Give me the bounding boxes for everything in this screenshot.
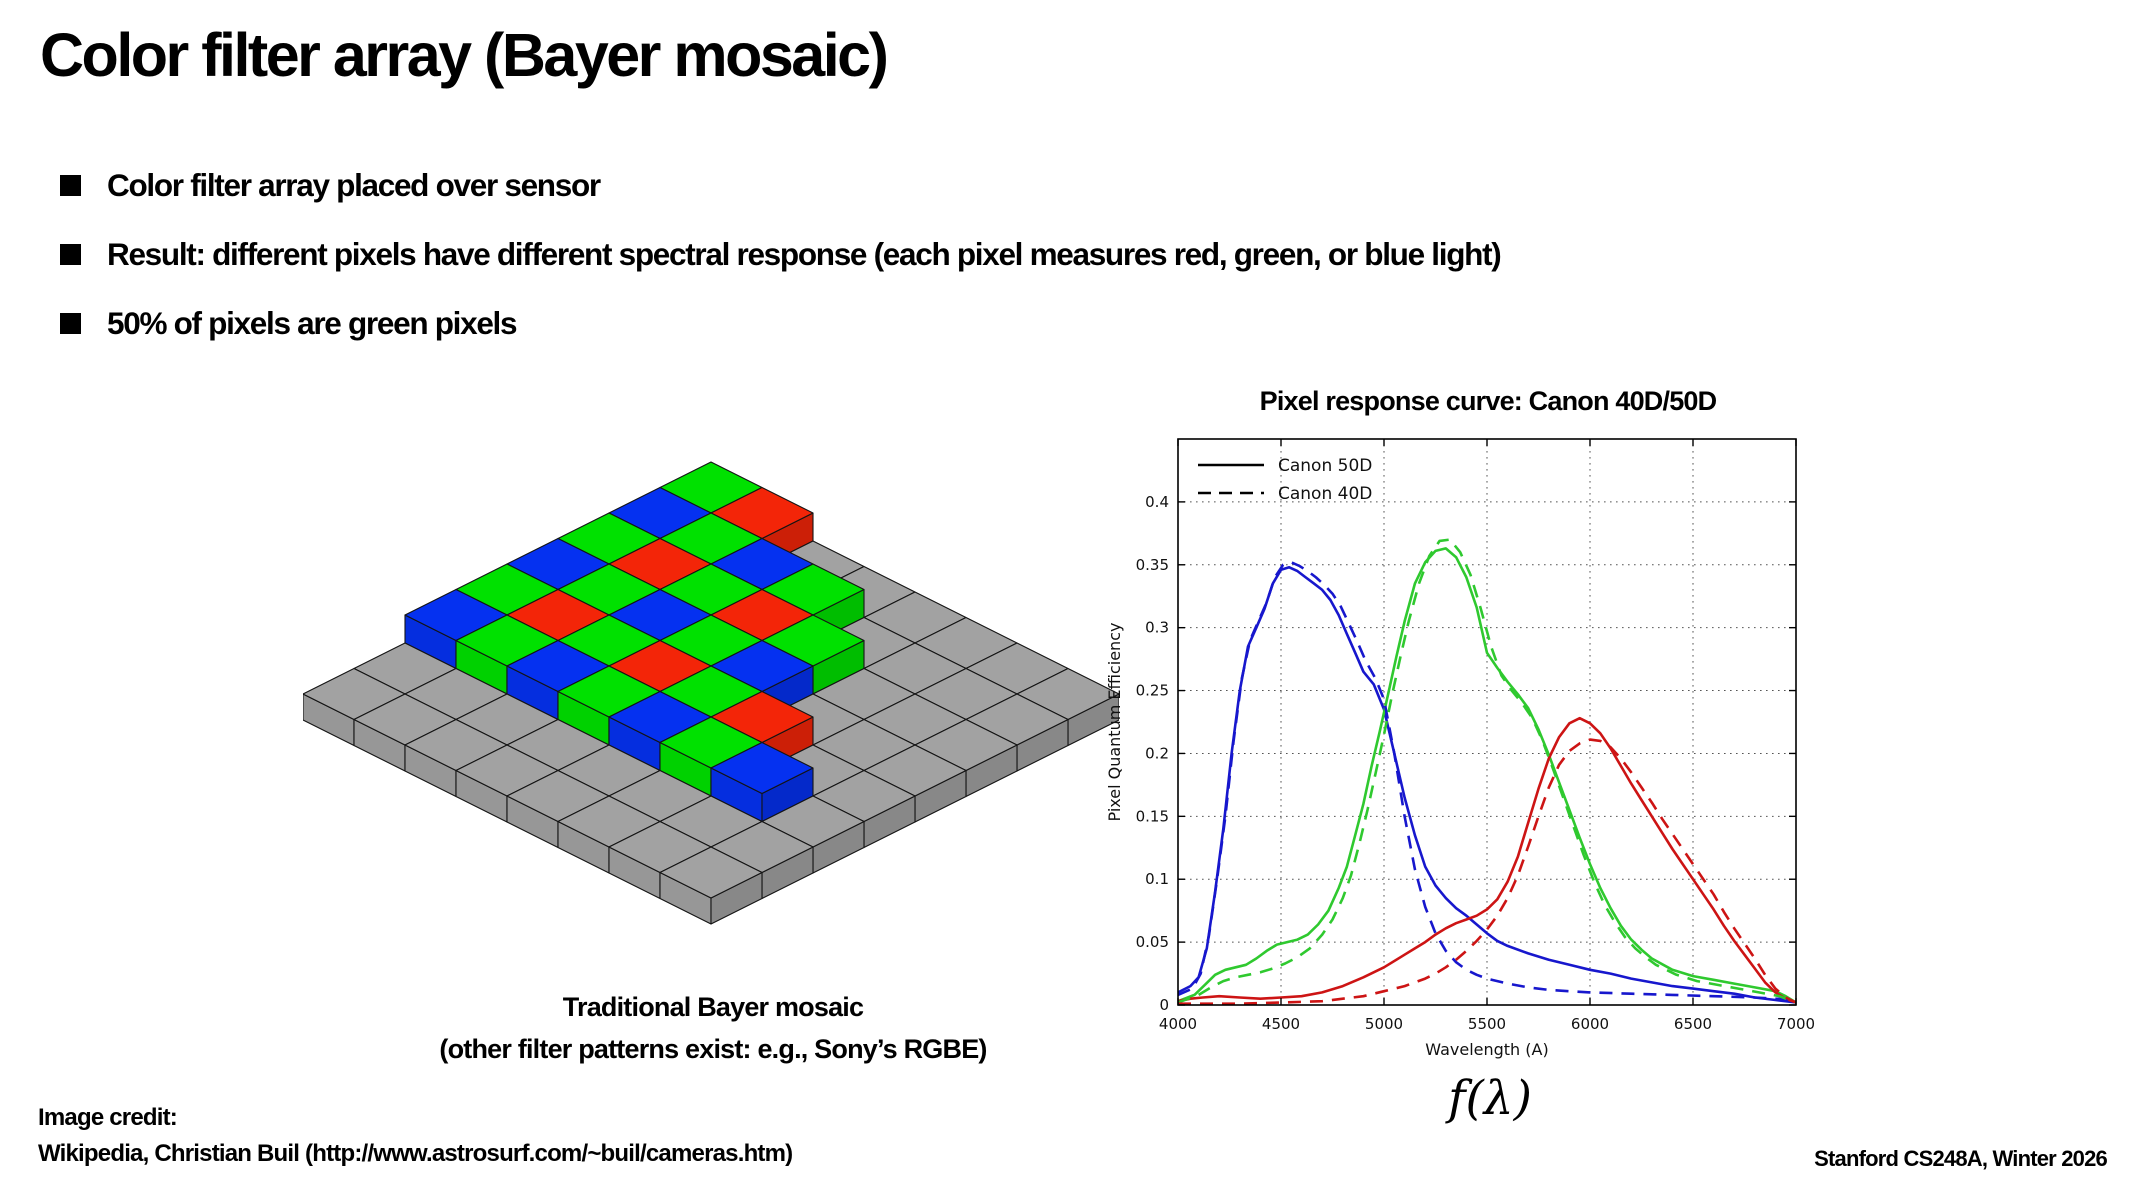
y-tick-label: 0.25 (1136, 682, 1169, 700)
x-tick-label: 6500 (1674, 1015, 1712, 1033)
page-title: Color filter array (Bayer mosaic) (40, 21, 889, 89)
x-tick-label: 5000 (1365, 1015, 1403, 1033)
y-tick-label: 0.4 (1145, 493, 1169, 511)
sensor-cube-top-face (659, 846, 763, 899)
y-tick-label: 0.2 (1145, 744, 1169, 762)
bullet-list: Color filter array placed over sensor Re… (60, 160, 1570, 367)
bayer-mosaic-isometric-image (302, 461, 1120, 925)
image-credit: Image credit: Wikipedia, Christian Buil … (38, 1100, 793, 1172)
response-chart-block: Pixel response curve: Canon 40D/50D 4000… (1098, 386, 1848, 1126)
bullet-item: 50% of pixels are green pixels (60, 298, 1570, 348)
response-chart-plot: 4000 4500 5000 5500 6000 6500 7000 0 0.05 0.1 0.15… (1105, 438, 1815, 1059)
x-tick-label: 5500 (1468, 1015, 1506, 1033)
bullet-square-icon (60, 175, 81, 196)
curve-green-pixel-canon-40d (1177, 538, 1797, 1004)
chart-title: Pixel response curve: Canon 40D/50D (1259, 386, 1718, 416)
y-axis-label: Pixel Quantum Efficiency (1105, 623, 1124, 822)
bullet-item: Result: different pixels have different … (60, 229, 1570, 279)
y-tick-label: 0.3 (1145, 619, 1169, 637)
figure-caption-line1: Traditional Bayer mosaic (562, 992, 864, 1022)
y-tick-label: 0 (1159, 996, 1169, 1014)
x-tick-label: 4500 (1262, 1015, 1300, 1033)
curve-red-pixel-canon-50d (1177, 716, 1797, 1004)
bullet-square-icon (60, 313, 81, 334)
y-tick-label: 0.15 (1136, 807, 1169, 825)
y-tick-label: 0.1 (1145, 870, 1169, 888)
x-tick-label: 4000 (1159, 1015, 1197, 1033)
legend-label: Canon 40D (1278, 484, 1372, 504)
figure-caption-line2: (other filter patterns exist: e.g., Sony… (439, 1034, 987, 1064)
bullet-text: Color filter array placed over sensor (107, 167, 601, 203)
response-chart-figure: 4000 4500 5000 5500 6000 6500 7000 0 0.05 0.1 0.15… (1098, 423, 1848, 1071)
x-axis-label: Wavelength (A) (1425, 1040, 1548, 1059)
curve-green-pixel-canon-50d (1177, 547, 1797, 1004)
y-tick-label: 0.35 (1136, 556, 1169, 574)
bullet-text: Result: different pixels have different … (107, 236, 1502, 272)
figure-caption: Traditional Bayer mosaic (other filter p… (293, 986, 1133, 1070)
bullet-item: Color filter array placed over sensor (60, 160, 1570, 210)
bayer-mosaic-figure (302, 458, 1120, 930)
bullet-square-icon (60, 244, 81, 265)
formula-f-lambda: f(λ) (1448, 1071, 1532, 1126)
x-tick-label: 6000 (1571, 1015, 1609, 1033)
curve-blue-pixel-canon-40d (1177, 561, 1797, 1002)
legend-label: Canon 50D (1278, 456, 1372, 476)
image-credit-label: Image credit: (38, 1104, 178, 1131)
x-tick-label: 7000 (1777, 1015, 1815, 1033)
y-tick-label: 0.05 (1136, 933, 1169, 951)
course-footer: Stanford CS248A, Winter 2026 (1814, 1146, 2108, 1171)
bullet-text: 50% of pixels are green pixels (107, 305, 518, 341)
filter-cube-top-face (710, 741, 814, 795)
image-credit-text: Wikipedia, Christian Buil (http://www.as… (38, 1140, 793, 1167)
